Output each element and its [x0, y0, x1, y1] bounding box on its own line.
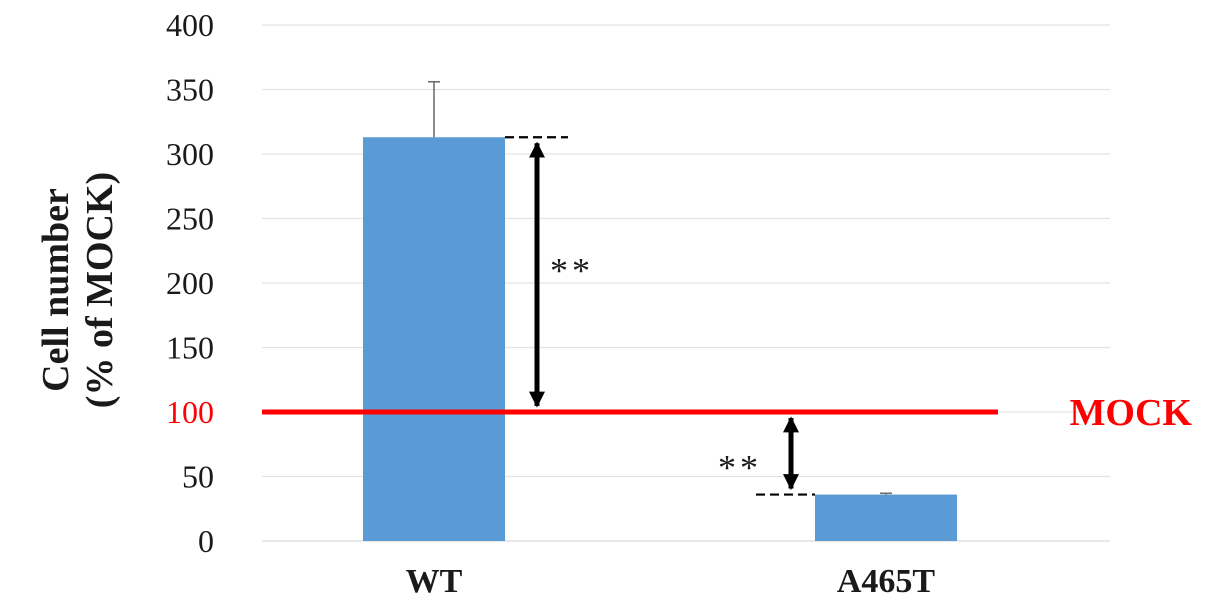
y-tick-label: 200 [166, 265, 214, 301]
y-tick-label: 100 [166, 394, 214, 430]
y-tick-label: 350 [166, 72, 214, 108]
significance-label: ** [550, 251, 594, 291]
reference-line-group: MOCK [262, 392, 1192, 434]
significance-label: ** [718, 447, 762, 487]
x-axis-categories: WT A465T [406, 563, 936, 600]
y-axis-label: Cell number(% of MOCK) [35, 172, 121, 408]
bars [363, 137, 957, 542]
x-tick-label: WT [406, 563, 463, 600]
y-axis-label-line: Cell number [35, 188, 77, 392]
y-tick-label: 50 [182, 459, 214, 495]
y-tick-label: 150 [166, 330, 214, 366]
y-axis-ticks: 0 50 100 150 200 250 300 350 400 [166, 7, 214, 559]
y-tick-label: 400 [166, 7, 214, 43]
reference-line-label: MOCK [1070, 392, 1193, 434]
x-tick-label: A465T [837, 563, 936, 600]
y-tick-label: 300 [166, 136, 214, 172]
y-axis-label-line: (% of MOCK) [79, 172, 121, 408]
error-bars [428, 80, 892, 495]
significance-annotations: ** ** [505, 136, 815, 496]
y-tick-label: 250 [166, 201, 214, 237]
y-tick-label: 0 [198, 523, 214, 559]
bar-a465t [815, 494, 957, 541]
bar-wt [363, 137, 505, 542]
